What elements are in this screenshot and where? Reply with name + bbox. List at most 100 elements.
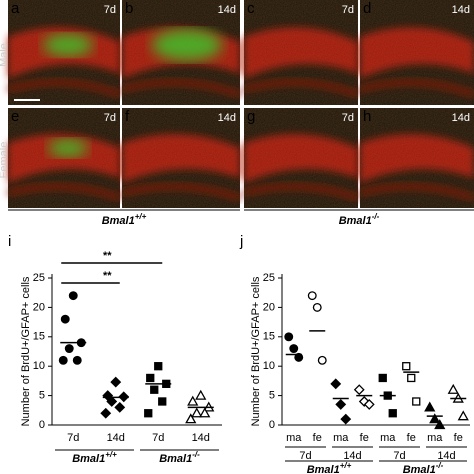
- y-tick-label: 25: [263, 272, 275, 284]
- x-tick-label: fe: [407, 432, 416, 444]
- y-tick-label: 5: [39, 390, 45, 402]
- y-tick-label: 0: [269, 419, 275, 431]
- panel-letter: d: [363, 0, 371, 17]
- data-point: [447, 383, 459, 394]
- y-tick-label: 5: [269, 390, 275, 402]
- data-point: [412, 397, 421, 406]
- data-point: [294, 352, 304, 362]
- data-point: [289, 344, 299, 354]
- genotype: +/+: [340, 461, 352, 470]
- data-point: [330, 378, 342, 390]
- micrograph: c 7d: [243, 0, 359, 105]
- micrograph: f 14d: [121, 108, 241, 208]
- x-tick-label: fe: [360, 432, 369, 444]
- lower-layer: [359, 184, 474, 201]
- subgroup-label: 14d: [343, 450, 361, 462]
- x-tick-label: ma: [286, 432, 302, 444]
- data-point: [106, 396, 118, 407]
- gene: Bmal1: [339, 215, 372, 227]
- x-tick-label: 7d: [152, 432, 164, 444]
- micrograph: g 7d: [243, 108, 359, 208]
- lower-layer: [121, 184, 241, 201]
- data-point: [407, 373, 416, 383]
- data-point: [58, 355, 68, 365]
- panel-label: j: [239, 233, 243, 250]
- lower-layer: [359, 80, 474, 97]
- genotype: -/-: [436, 461, 444, 470]
- genotype-label: Bmal1+/+: [72, 450, 117, 465]
- genotype-label: Bmal1+/+: [307, 461, 352, 474]
- data-point: [68, 291, 78, 301]
- gfp-signal: [43, 33, 93, 57]
- x-tick-label: 14d: [192, 432, 210, 444]
- y-tick-label: 15: [33, 331, 45, 343]
- lower-layer: [243, 80, 359, 97]
- gene: Bmal1: [403, 464, 436, 474]
- gfp-signal: [152, 29, 222, 61]
- panel-label: i: [8, 233, 11, 250]
- data-point: [284, 332, 294, 342]
- data-point: [307, 291, 317, 301]
- time-label: 7d: [342, 4, 354, 16]
- data-point: [317, 355, 327, 365]
- significance-label: **: [103, 270, 112, 282]
- y-tick-label: 15: [263, 331, 275, 343]
- micrograph: a 7d: [7, 0, 121, 105]
- subgroup-label: 14d: [437, 450, 455, 462]
- micrograph-panels: a 7d b 14d c 7d d 14d e 7d f 14d g 7d h 14d Male Female Bm…: [0, 0, 474, 227]
- data-point: [72, 355, 82, 365]
- data-point: [353, 384, 365, 396]
- time-label: 7d: [104, 4, 116, 16]
- genotype: -/-: [372, 212, 380, 221]
- gene: Bmal1: [307, 464, 340, 474]
- panel-letter: b: [125, 0, 133, 17]
- gene: Bmal1: [72, 453, 105, 465]
- panel-letter: a: [11, 0, 20, 17]
- micrograph: e 7d: [7, 108, 121, 208]
- data-point: [114, 401, 126, 413]
- panel-letter: h: [363, 108, 371, 125]
- genotype: +/+: [135, 212, 147, 221]
- data-point: [340, 413, 352, 425]
- data-point: [402, 362, 411, 371]
- y-tick-label: 0: [39, 419, 45, 431]
- time-label: 7d: [104, 112, 116, 124]
- data-point: [429, 413, 441, 424]
- data-point: [146, 373, 155, 383]
- time-label: 14d: [452, 112, 470, 124]
- data-point: [378, 373, 387, 383]
- genotype-label: Bmal1-/-: [339, 212, 380, 227]
- time-label: 14d: [218, 112, 236, 124]
- x-tick-label: 7d: [67, 432, 79, 444]
- y-axis-label: Number of BrdU+/GFAP+ cells: [20, 276, 32, 426]
- row-label: Female: [0, 142, 10, 179]
- lower-layer: [121, 80, 241, 97]
- y-tick-label: 20: [263, 301, 275, 313]
- time-label: 7d: [342, 112, 354, 124]
- data-point: [195, 389, 207, 400]
- data-point: [388, 409, 397, 418]
- lower-layer: [7, 80, 121, 97]
- subgroup-label: 7d: [393, 450, 405, 462]
- panel-letter: c: [247, 0, 255, 17]
- gene: Bmal1: [102, 215, 135, 227]
- y-axis-label: Number of BrdU+/GFAP+ cells: [250, 276, 262, 426]
- data-point: [434, 419, 446, 430]
- panel-letter: f: [125, 108, 130, 125]
- data-point: [335, 399, 347, 410]
- x-tick-label: fe: [454, 432, 463, 444]
- x-tick-label: 14d: [107, 432, 125, 444]
- data-point: [60, 314, 70, 324]
- data-point: [150, 385, 159, 394]
- data-point: [144, 409, 153, 418]
- data-point: [187, 395, 199, 406]
- data-point: [363, 399, 375, 410]
- data-point: [191, 407, 203, 418]
- time-label: 14d: [452, 4, 470, 16]
- genotype: +/+: [105, 450, 117, 459]
- gene: Bmal1: [159, 453, 192, 465]
- data-point: [100, 407, 112, 419]
- genotype-label: Bmal1+/+: [102, 212, 147, 227]
